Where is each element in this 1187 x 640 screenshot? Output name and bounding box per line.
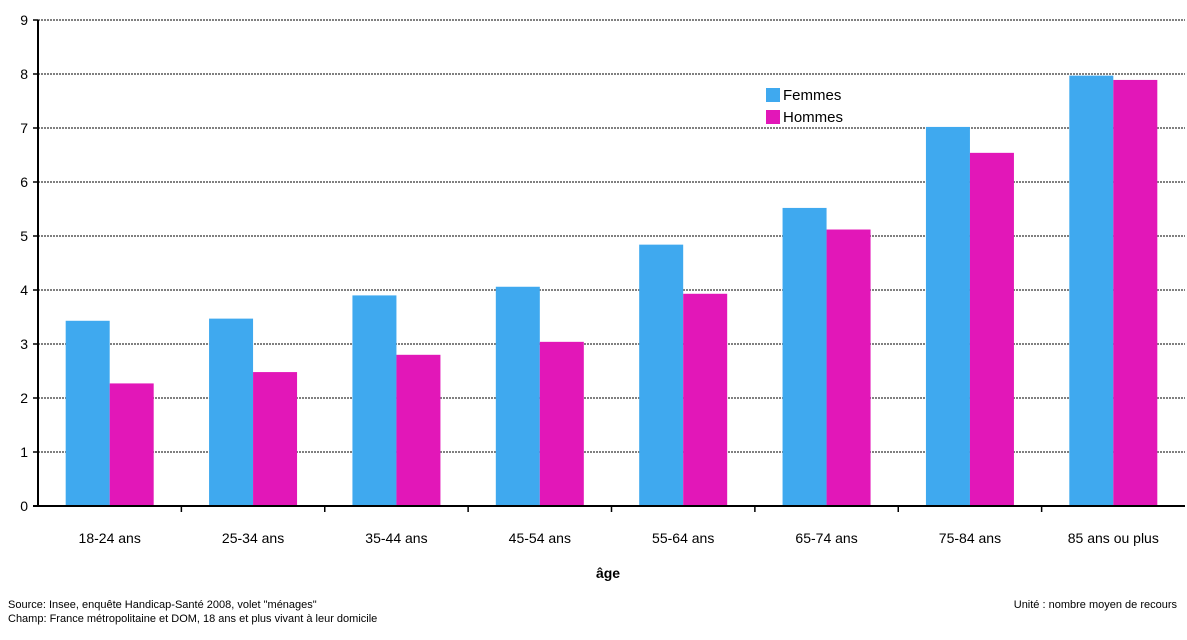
x-category-label: 55-64 ans — [652, 530, 714, 546]
y-tick-label: 1 — [20, 444, 28, 460]
legend: Femmes Hommes — [766, 87, 843, 126]
scope-note: Champ: France métropolitaine et DOM, 18 … — [8, 613, 378, 625]
source-note: Source: Insee, enquête Handicap-Santé 20… — [8, 599, 317, 611]
bar-femmes-6 — [782, 207, 827, 507]
x-category-label: 75-84 ans — [939, 530, 1001, 546]
bar-hommes-8 — [1113, 79, 1158, 506]
y-tick-label: 2 — [20, 390, 28, 406]
bars — [65, 75, 1158, 507]
y-tick-label: 6 — [20, 174, 28, 190]
bar-femmes-4 — [495, 286, 540, 506]
x-category-label: 35-44 ans — [365, 530, 427, 546]
x-category-label: 85 ans ou plus — [1068, 530, 1159, 546]
y-tick-label: 7 — [20, 120, 28, 136]
bar-hommes-6 — [826, 229, 871, 506]
legend-swatch-femmes — [766, 88, 780, 102]
legend-swatch-hommes — [766, 110, 780, 124]
x-category-label: 45-54 ans — [509, 530, 571, 546]
bar-hommes-5 — [683, 293, 728, 506]
y-tick-label: 0 — [20, 498, 28, 514]
bar-hommes-1 — [109, 383, 154, 506]
x-category-label: 65-74 ans — [795, 530, 857, 546]
x-category-label: 25-34 ans — [222, 530, 284, 546]
bar-femmes-2 — [209, 318, 254, 506]
legend-label-femmes: Femmes — [783, 87, 841, 104]
y-tick-label: 4 — [20, 282, 28, 298]
y-tick-label: 8 — [20, 66, 28, 82]
x-axis-categories: 18-24 ans 25-34 ans 35-44 ans 45-54 ans 55-6… — [79, 506, 1159, 546]
bar-hommes-2 — [253, 372, 298, 506]
y-tick-label: 3 — [20, 336, 28, 352]
unit-note: Unité : nombre moyen de recours — [1013, 599, 1177, 611]
x-category-label: 18-24 ans — [79, 530, 141, 546]
bar-femmes-3 — [352, 295, 397, 506]
bar-femmes-1 — [65, 320, 110, 506]
x-axis-label: âge — [596, 565, 620, 581]
bar-femmes-5 — [639, 244, 684, 506]
bar-hommes-7 — [969, 152, 1014, 506]
legend-label-hommes: Hommes — [783, 109, 843, 126]
y-tick-label: 9 — [20, 12, 28, 28]
bar-femmes-7 — [925, 126, 970, 507]
axes — [33, 20, 1185, 507]
bar-femmes-8 — [1069, 75, 1114, 507]
y-axis-ticks: 0 1 2 3 4 5 6 7 8 9 — [20, 12, 38, 514]
bar-hommes-3 — [396, 354, 441, 506]
y-tick-label: 5 — [20, 228, 28, 244]
bar-chart: 0 1 2 3 4 5 6 7 8 9 18-24 ans 25-34 ans 35-44 ans 45… — [20, 12, 1185, 581]
bar-hommes-4 — [539, 341, 584, 506]
